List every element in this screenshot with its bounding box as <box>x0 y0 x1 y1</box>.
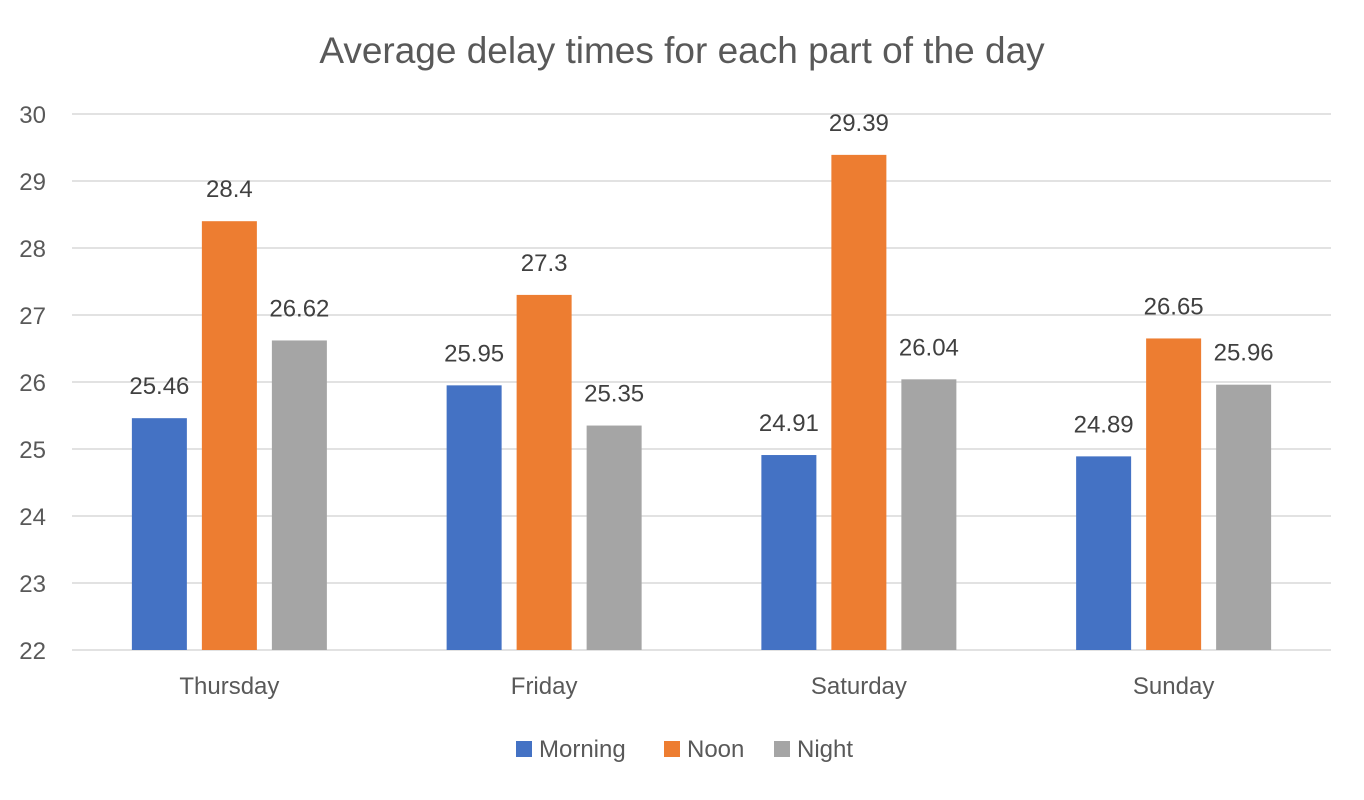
chart-title: Average delay times for each part of the… <box>319 30 1045 71</box>
data-label: 25.35 <box>584 381 644 408</box>
bar-morning-friday <box>446 385 502 650</box>
x-tick-label: Thursday <box>179 673 279 700</box>
bar-night-thursday <box>271 340 327 650</box>
x-tick-label: Sunday <box>1133 673 1214 700</box>
y-tick-label: 29 <box>19 169 46 196</box>
y-tick-label: 30 <box>19 102 46 129</box>
legend-label-night: Night <box>797 736 853 763</box>
x-axis-tick-labels: Thursday Friday Saturday Sunday <box>179 673 1214 700</box>
bar-noon-sunday <box>1146 338 1202 650</box>
data-labels: 25.46 28.4 26.62 25.95 27.3 25.35 24.91 29.39 26… <box>129 110 1273 439</box>
legend-label-noon: Noon <box>687 736 744 763</box>
y-tick-label: 25 <box>19 437 46 464</box>
data-label: 26.62 <box>269 295 329 322</box>
y-tick-label: 24 <box>19 504 46 531</box>
data-label: 24.89 <box>1074 411 1134 438</box>
data-label: 27.3 <box>521 250 568 277</box>
bar-noon-friday <box>516 294 572 650</box>
legend: Morning Noon Night <box>516 736 853 763</box>
bar-morning-sunday <box>1076 456 1132 650</box>
y-tick-label: 28 <box>19 236 46 263</box>
y-tick-label: 27 <box>19 303 46 330</box>
data-label: 28.4 <box>206 176 253 203</box>
data-label: 25.46 <box>129 373 189 400</box>
data-label: 25.96 <box>1214 340 1274 367</box>
data-label: 25.95 <box>444 340 504 367</box>
bar-morning-saturday <box>761 455 817 650</box>
x-tick-label: Saturday <box>811 673 907 700</box>
y-tick-label: 23 <box>19 571 46 598</box>
data-label: 24.91 <box>759 410 819 437</box>
data-label: 26.65 <box>1144 293 1204 320</box>
y-tick-label: 22 <box>19 638 46 665</box>
gridlines <box>72 113 1331 651</box>
legend-swatch-noon <box>664 741 680 757</box>
bar-noon-saturday <box>831 154 887 650</box>
data-label: 29.39 <box>829 110 889 137</box>
y-tick-label: 26 <box>19 370 46 397</box>
legend-label-morning: Morning <box>539 736 626 763</box>
bars <box>131 154 1272 650</box>
legend-swatch-night <box>774 741 790 757</box>
bar-noon-thursday <box>201 221 257 650</box>
bar-night-saturday <box>901 379 957 650</box>
bar-night-sunday <box>1216 384 1272 650</box>
legend-swatch-morning <box>516 741 532 757</box>
x-tick-label: Friday <box>511 673 578 700</box>
y-axis-tick-labels: 22 23 24 25 26 27 28 29 30 <box>19 102 46 665</box>
data-label: 26.04 <box>899 334 959 361</box>
bar-morning-thursday <box>131 418 187 650</box>
bar-night-friday <box>586 425 642 650</box>
